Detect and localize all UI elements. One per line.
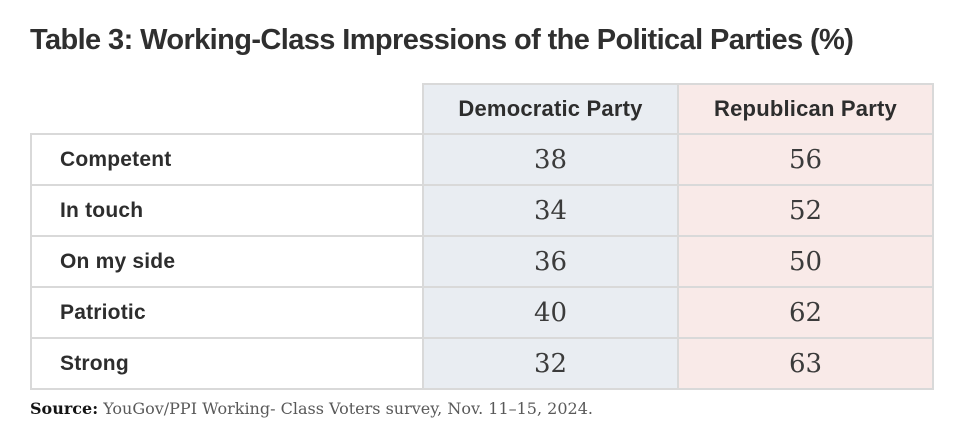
corner-cell [31,84,423,135]
value-democratic-on-my-side: 36 [422,235,679,288]
figure-title: Table 3: Working-Class Impressions of th… [30,24,854,56]
value-democratic-competent: 38 [422,133,679,186]
row-label-in-touch: In touch [30,185,423,237]
table-row: On my side 36 50 [30,235,934,288]
row-label-patriotic: Patriotic [30,287,423,339]
impressions-table: Democratic Party Republican Party Compet… [30,83,934,390]
table-row: Patriotic 40 62 [30,286,934,339]
source-text: YouGov/PPI Working- Class Voters survey,… [98,399,593,418]
source-label: Source: [30,399,99,418]
value-republican-on-my-side: 50 [677,235,934,288]
table-row: Competent 38 56 [30,133,934,186]
column-header-republican-party: Republican Party [677,83,934,135]
row-label-on-my-side: On my side [30,236,423,288]
table-row: Strong 32 63 [30,337,934,390]
value-democratic-in-touch: 34 [422,184,679,237]
value-republican-patriotic: 62 [677,286,934,339]
column-header-democratic-party: Democratic Party [422,83,679,135]
value-democratic-patriotic: 40 [422,286,679,339]
row-label-strong: Strong [30,338,423,390]
source-note: Source: YouGov/PPI Working- Class Voters… [30,399,593,418]
row-label-competent: Competent [30,134,423,186]
value-democratic-strong: 32 [422,337,679,390]
value-republican-strong: 63 [677,337,934,390]
header-row: Democratic Party Republican Party [31,83,934,135]
value-republican-in-touch: 52 [677,184,934,237]
value-republican-competent: 56 [677,133,934,186]
table-row: In touch 34 52 [30,184,934,237]
